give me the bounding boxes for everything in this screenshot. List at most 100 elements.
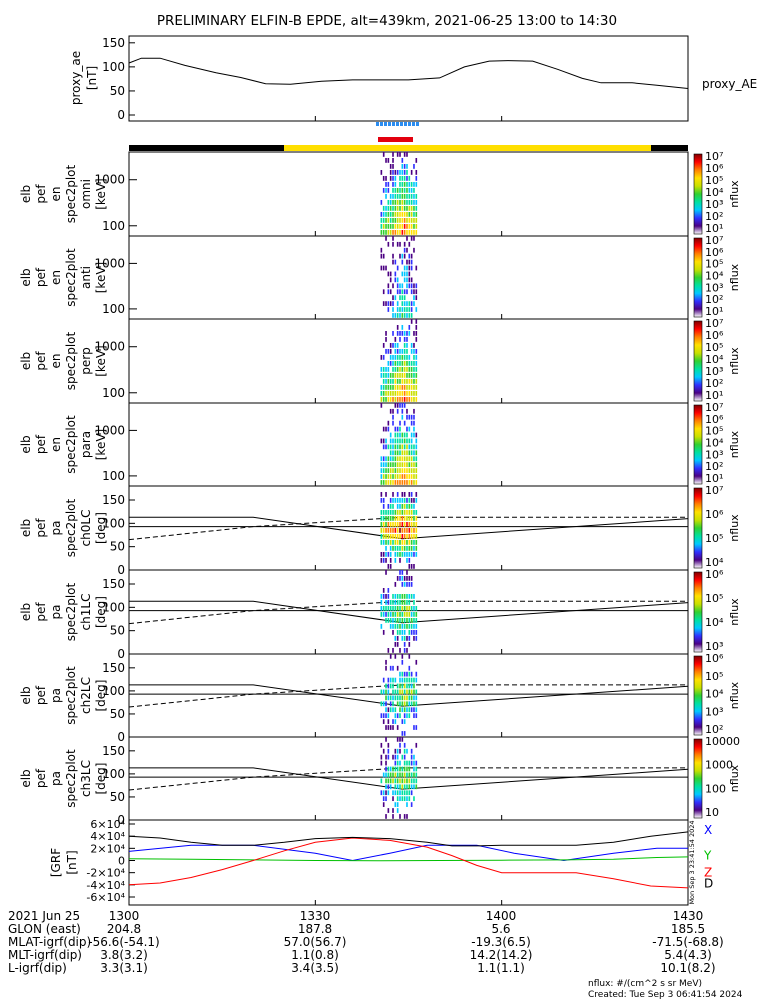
heatmap-cell bbox=[403, 814, 406, 819]
heatmap-cell bbox=[399, 200, 401, 205]
heatmap-cell bbox=[403, 391, 406, 396]
y-tick-label: 100 bbox=[102, 386, 125, 400]
heatmap-cell bbox=[415, 373, 418, 378]
heatmap-cell bbox=[380, 253, 383, 259]
heatmap-cell bbox=[406, 355, 408, 360]
heatmap-cell bbox=[413, 408, 415, 414]
heatmap-cell bbox=[408, 307, 411, 312]
blue-marker-dash bbox=[408, 122, 411, 126]
heatmap-cell bbox=[399, 540, 401, 545]
heatmap-cell bbox=[415, 492, 418, 497]
heatmap-cell bbox=[396, 379, 399, 384]
heatmap-cell bbox=[415, 438, 418, 444]
heatmap-cell bbox=[406, 522, 408, 527]
y-axis-label-part: ch3LC bbox=[79, 760, 93, 797]
heatmap-cell bbox=[394, 373, 397, 378]
heatmap-cell bbox=[399, 648, 401, 653]
heatmap-cell bbox=[389, 665, 392, 671]
heatmap-cell bbox=[380, 540, 383, 545]
heatmap-cell bbox=[401, 468, 404, 473]
heatmap-cell bbox=[394, 468, 397, 473]
heatmap-cell bbox=[385, 516, 387, 521]
heatmap-cell bbox=[401, 355, 404, 360]
heatmap-cell bbox=[401, 414, 404, 420]
heatmap-cell bbox=[385, 701, 387, 707]
heatmap-cell bbox=[413, 164, 415, 169]
heatmap-cell bbox=[408, 600, 411, 605]
heatmap-cell bbox=[415, 659, 418, 665]
heatmap-cell bbox=[408, 492, 411, 497]
heatmap-cell bbox=[382, 480, 385, 485]
heatmap-cell bbox=[413, 432, 415, 438]
heatmap-cell bbox=[410, 438, 413, 444]
y-axis-label-part: pa bbox=[49, 688, 63, 703]
heatmap-cell bbox=[399, 760, 401, 766]
heatmap-cell bbox=[392, 510, 394, 515]
heatmap-cell bbox=[415, 516, 418, 521]
heatmap-cell bbox=[382, 534, 385, 539]
heatmap-cell bbox=[410, 618, 413, 623]
field-line-y bbox=[128, 856, 689, 862]
heatmap-cell bbox=[389, 540, 392, 545]
heatmap-cell bbox=[387, 510, 390, 515]
heatmap-cell bbox=[385, 206, 387, 211]
panel-5: 0 50 100 150 10⁷ 10⁶ 10⁵ 10⁴ nflux elb pef pa spec2p… bbox=[19, 484, 741, 577]
heatmap-cell bbox=[396, 713, 399, 719]
y-axis-label-part: elb bbox=[19, 268, 33, 286]
heatmap-cell bbox=[382, 355, 385, 360]
heatmap-cell bbox=[389, 474, 392, 479]
y-axis-unit: [nT] bbox=[85, 66, 99, 90]
heatmap-cell bbox=[406, 289, 408, 295]
y-axis-label-part: elb bbox=[19, 686, 33, 704]
heatmap-cell bbox=[382, 701, 385, 707]
heatmap-cell bbox=[406, 313, 408, 318]
footer-value: 187.8 bbox=[298, 922, 332, 936]
heatmap-cell bbox=[406, 218, 408, 223]
y-tick-label: 1000 bbox=[94, 423, 125, 437]
heatmap-cell bbox=[406, 713, 408, 719]
heatmap-cell bbox=[403, 754, 406, 760]
heatmap-cell bbox=[401, 379, 404, 384]
heatmap-cell bbox=[392, 534, 394, 539]
heatmap-cell bbox=[389, 397, 392, 402]
heatmap-cell bbox=[406, 301, 408, 306]
heatmap-cell bbox=[394, 313, 397, 318]
heatmap-cell bbox=[392, 689, 394, 695]
heatmap-cell bbox=[387, 158, 390, 163]
heatmap-cell bbox=[401, 492, 404, 497]
heatmap-cell bbox=[413, 206, 415, 211]
heatmap-cell bbox=[385, 540, 387, 545]
heatmap-cell bbox=[399, 796, 401, 802]
heatmap-cell bbox=[394, 206, 397, 211]
colorbar-tick-label: 10000 bbox=[705, 735, 740, 748]
y-tick-label: -4×10⁴ bbox=[86, 879, 125, 892]
heatmap-cell bbox=[410, 516, 413, 521]
blue-marker-dash bbox=[392, 122, 395, 126]
heatmap-cell bbox=[410, 289, 413, 295]
heatmap-cell bbox=[380, 391, 383, 396]
heatmap-cell bbox=[392, 188, 394, 193]
heatmap-cell bbox=[389, 707, 392, 713]
y-axis-label-part: en bbox=[49, 354, 63, 369]
y-tick-label: 100 bbox=[102, 516, 125, 530]
heatmap-cell bbox=[387, 420, 390, 426]
heatmap-cell bbox=[389, 695, 392, 701]
heatmap-cell bbox=[396, 689, 399, 695]
heatmap-cell bbox=[408, 450, 411, 456]
y-tick-label: 150 bbox=[102, 577, 125, 591]
heatmap-cell bbox=[403, 194, 406, 199]
heatmap-cell bbox=[410, 200, 413, 205]
heatmap-cell bbox=[392, 612, 394, 617]
heatmap-cell bbox=[399, 510, 401, 515]
heatmap-cell bbox=[401, 701, 404, 707]
y-tick-label: 50 bbox=[110, 624, 125, 638]
heatmap-cell bbox=[399, 480, 401, 485]
heatmap-cell bbox=[406, 510, 408, 515]
heatmap-cell bbox=[406, 271, 408, 277]
heatmap-cell bbox=[396, 701, 399, 707]
footer-row-label: L-igrf(dip) bbox=[8, 961, 67, 975]
heatmap-cell bbox=[406, 426, 408, 432]
heatmap-cell bbox=[401, 480, 404, 485]
heatmap-cell bbox=[410, 695, 413, 701]
